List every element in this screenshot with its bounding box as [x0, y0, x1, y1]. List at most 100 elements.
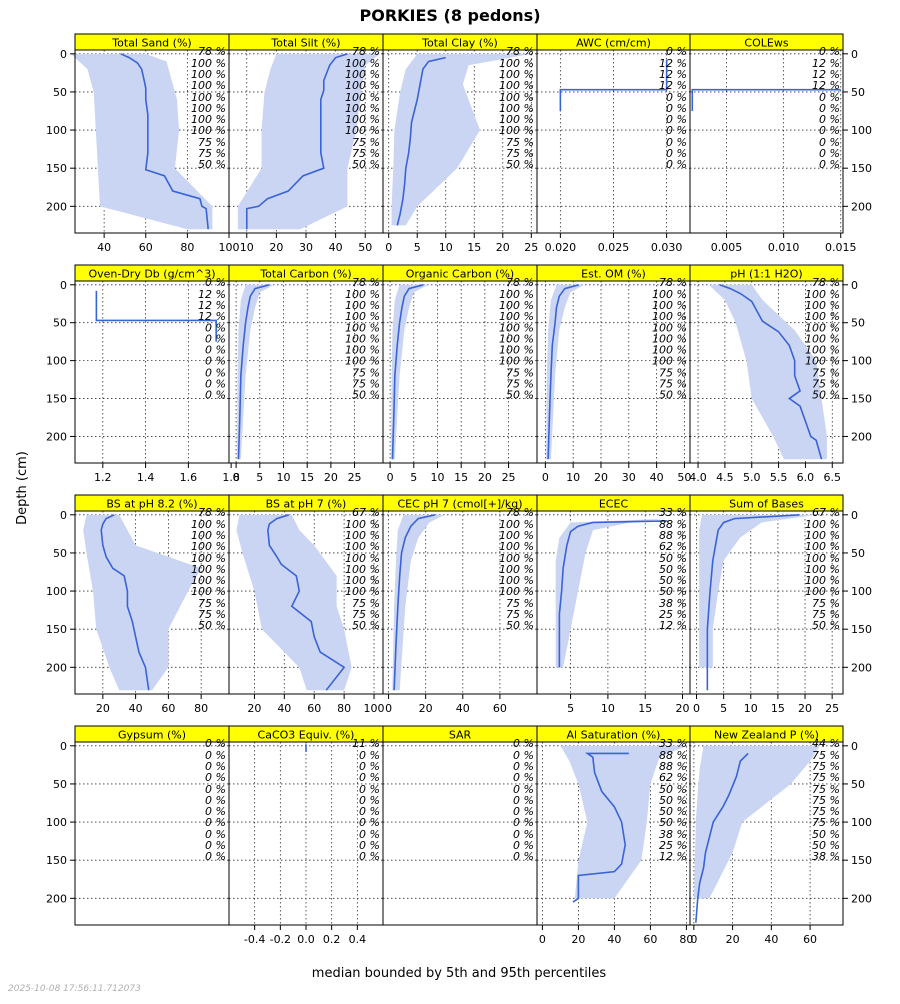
x-tick-label: 0 — [690, 933, 697, 946]
data-label: 50 % — [506, 619, 534, 632]
data-label: 50 % — [198, 158, 226, 171]
data-label: 75 % — [812, 749, 840, 762]
x-tick-label: 40 — [129, 702, 143, 715]
data-label: 0 % — [205, 749, 226, 762]
x-tick-label: 30 — [622, 471, 636, 484]
panel: CEC pH 7 (cmol[+]/kg)78 %100 %100 %100 %… — [382, 494, 538, 715]
data-label: 0 % — [205, 794, 226, 807]
x-tick-label: 80 — [679, 933, 693, 946]
x-tick-label: 1.6 — [180, 471, 198, 484]
percentile-band — [391, 53, 532, 226]
y-tick-label: 150 — [46, 393, 67, 406]
panel: CaCO3 Equiv. (%)11 %0 %0 %0 %0 %0 %0 %0 … — [228, 725, 384, 946]
data-label: 100 % — [805, 355, 840, 368]
data-label: 100 % — [805, 552, 840, 565]
data-label: 50 % — [659, 552, 687, 565]
data-label: 100 % — [191, 124, 226, 137]
x-tick-label: 5 — [256, 471, 263, 484]
data-label: 75 % — [812, 816, 840, 829]
data-label: 0 % — [513, 749, 534, 762]
data-label: 12 % — [659, 850, 687, 863]
y-tick-label: 100 — [46, 355, 67, 368]
y-tick-label: 50 — [851, 547, 865, 560]
median-line — [559, 59, 668, 111]
y-tick-label: 150 — [46, 623, 67, 636]
x-tick-label: 10 — [744, 702, 758, 715]
grid — [383, 745, 537, 899]
data-label: 0 % — [205, 850, 226, 863]
data-label: 100 % — [345, 124, 380, 137]
percentile-band — [237, 53, 381, 230]
median-line — [547, 284, 579, 460]
median-line — [120, 53, 209, 230]
panel-title: SAR — [449, 729, 472, 742]
x-tick-label: 20 — [324, 471, 338, 484]
x-tick-label: 20 — [269, 241, 283, 254]
data-label: 78 % — [812, 276, 840, 289]
y-tick-label: 0 — [60, 740, 67, 753]
panel-title: Oven-Dry Db (g/cm^3) — [88, 268, 215, 281]
percentile-band — [560, 745, 687, 899]
median-line — [695, 752, 749, 923]
data-label: 100 % — [345, 288, 380, 301]
data-label: 25 % — [659, 608, 687, 621]
median-line — [100, 514, 150, 691]
y-tick-label: 200 — [46, 892, 67, 905]
panel-title: COLEws — [744, 37, 788, 50]
grid — [75, 281, 229, 463]
data-label: 100 % — [499, 344, 534, 357]
x-tick-label: 15 — [300, 471, 314, 484]
x-tick-label: 0 — [385, 241, 392, 254]
data-label: 75 % — [812, 377, 840, 390]
x-tick-label: 60 — [161, 702, 175, 715]
data-label: 0 % — [819, 91, 840, 104]
data-label: 100 % — [345, 57, 380, 70]
data-label: 100 % — [345, 79, 380, 92]
data-label: 75 % — [659, 377, 687, 390]
panel-title: New Zealand P (%) — [714, 729, 819, 742]
median-line — [393, 514, 436, 691]
data-label: 0 % — [819, 124, 840, 137]
data-label: 0 % — [513, 828, 534, 841]
data-label: 100 % — [345, 333, 380, 346]
x-tick-label: 20 — [676, 702, 690, 715]
data-label: 0 % — [513, 850, 534, 863]
data-label: 0 % — [205, 388, 226, 401]
panel-title: Al Saturation (%) — [567, 729, 661, 742]
data-label: 100 % — [345, 102, 380, 115]
y-tick-label: 150 — [46, 854, 67, 867]
percentile-band — [555, 518, 668, 668]
data-label: 100 % — [805, 574, 840, 587]
percentile-band — [708, 284, 827, 460]
grid — [383, 281, 537, 463]
data-label: 38 % — [659, 828, 687, 841]
median-line — [572, 752, 629, 903]
data-label: 78 % — [352, 45, 380, 58]
data-label: 50 % — [659, 388, 687, 401]
data-label: 75 % — [506, 147, 534, 160]
x-tick-label: -0.4 — [244, 933, 265, 946]
x-tick-label: 0 — [385, 702, 392, 715]
data-label: 0 % — [359, 794, 380, 807]
x-tick-label: 40 — [607, 933, 621, 946]
data-label: 100 % — [805, 518, 840, 531]
x-tick-label: 0.010 — [768, 241, 800, 254]
data-label: 0 % — [205, 367, 226, 380]
data-label: 0 % — [205, 276, 226, 289]
data-label: 12 % — [659, 619, 687, 632]
data-label: 75 % — [198, 147, 226, 160]
data-label: 78 % — [352, 276, 380, 289]
median-line — [95, 290, 217, 342]
data-label: 100 % — [345, 322, 380, 335]
data-label: 12 % — [812, 68, 840, 81]
data-label: 100 % — [191, 79, 226, 92]
data-label: 38 % — [812, 850, 840, 863]
x-tick-label: 15 — [454, 471, 468, 484]
data-label: 25 % — [659, 839, 687, 852]
panel-border — [689, 49, 844, 234]
data-label: 50 % — [659, 816, 687, 829]
panel-title: Organic Carbon (%) — [406, 268, 514, 281]
data-label: 100 % — [345, 91, 380, 104]
data-label: 75 % — [506, 608, 534, 621]
